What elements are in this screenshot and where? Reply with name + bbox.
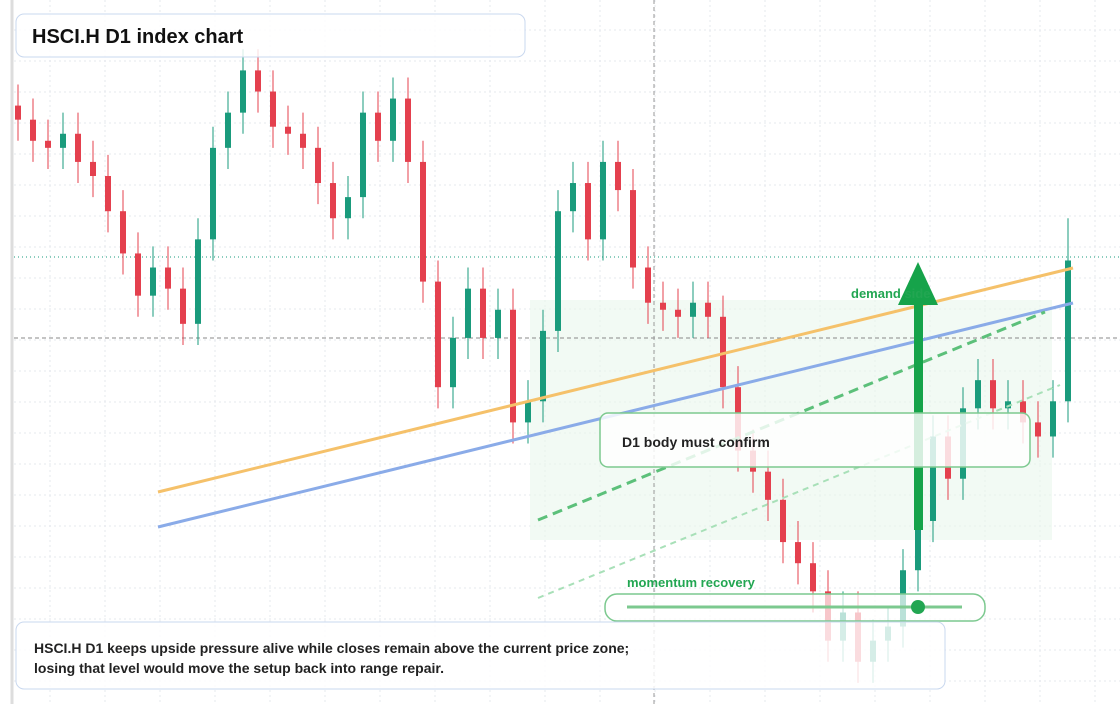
candle-body [1005,401,1011,409]
candle-body [975,380,981,409]
candle-body [135,253,141,296]
annotation-box [599,412,1031,468]
candle-body [240,70,246,113]
candle-body [435,281,441,388]
candle-body [720,316,726,388]
candle-body [45,140,51,148]
candle-body [675,309,681,317]
candle-body [480,288,486,338]
candle-body [780,499,786,543]
candle-body [690,302,696,317]
candle-body [360,112,366,198]
candle-body [510,309,516,423]
candle-body [405,98,411,162]
candle-body [705,302,711,317]
slider-knob [911,600,925,614]
candle-body [180,288,186,324]
candle-body [465,288,471,338]
description: HSCI.H D1 keeps upside pressure alive wh… [34,640,629,656]
candle-body [645,267,651,303]
candle-body [90,161,96,176]
annotation: demand side [851,286,930,301]
candle-body [15,105,21,120]
candle-body [615,161,621,191]
candle-body [795,542,801,564]
candle-body [330,183,336,219]
candle-body [630,190,636,268]
candle-body [345,197,351,219]
candle-body [210,147,216,240]
candle-body [270,91,276,127]
candle-body [765,471,771,500]
candle-body [915,520,921,571]
candle-body [1065,260,1071,402]
candle-body [75,133,81,162]
candle-body [60,133,66,148]
candles [15,49,1071,683]
candle-body [1035,422,1041,437]
candle-body [285,126,291,134]
candle-body [1020,401,1026,423]
candle-body [525,401,531,423]
candle-body [315,147,321,184]
description: losing that level would move the setup b… [34,660,444,676]
candle-body [555,211,561,331]
candle-body [600,161,606,240]
candle-body [420,161,426,282]
candle-body [120,211,126,254]
candle-body [450,337,456,388]
candle-body [660,302,666,310]
candle-body [195,239,201,324]
candle-body [495,309,501,338]
arrow-head [898,262,938,305]
candle-body [540,330,546,402]
candle-body [375,112,381,141]
annotation: D1 body must confirm [622,434,770,450]
candle-body [300,133,306,148]
candle-body [1050,401,1056,437]
projection-line [537,384,1061,599]
description-box [15,621,946,690]
candle-body [810,563,816,592]
title-box [15,13,526,58]
annotation: momentum recovery [627,575,756,590]
candle-body [225,112,231,148]
candle-body [105,176,111,212]
candle-body [570,183,576,212]
chart-title: HSCI.H D1 index chart [32,26,244,48]
candle-body [390,98,396,141]
candle-body [930,436,936,521]
candle-body [585,183,591,240]
candle-body [990,380,996,409]
candle-body [30,119,36,141]
candle-body [150,267,156,296]
candle-body [255,70,261,92]
candle-body [165,267,171,289]
